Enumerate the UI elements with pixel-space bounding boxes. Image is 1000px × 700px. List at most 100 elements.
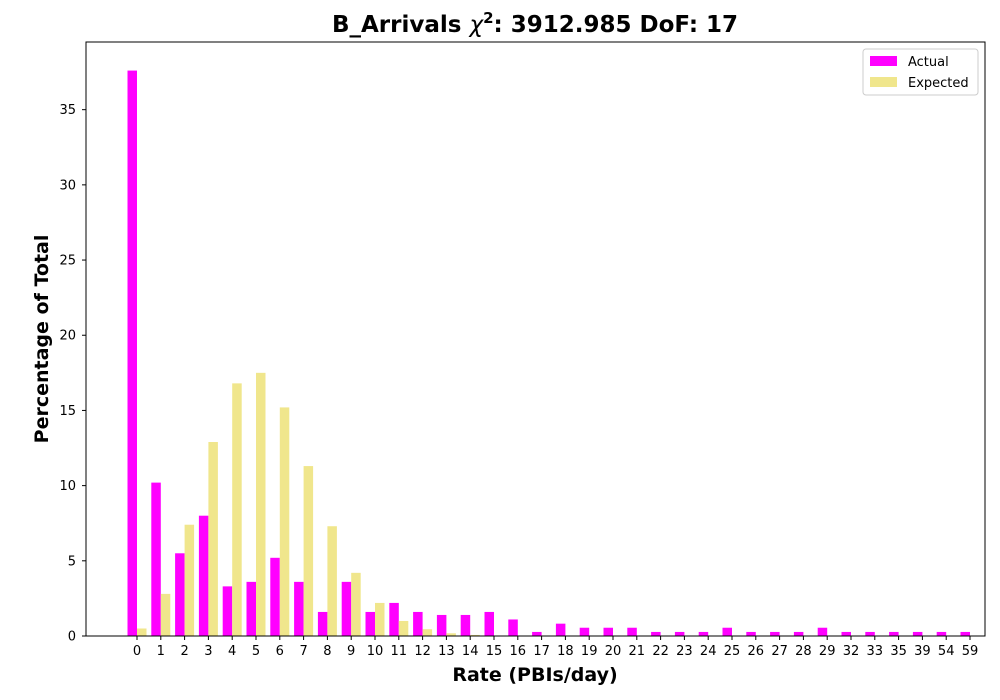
bar-actual-19 (579, 627, 590, 636)
x-tick-label: 11 (391, 644, 408, 659)
bar-expected-10 (375, 602, 385, 636)
x-tick-label: 0 (133, 644, 141, 659)
x-tick-label: 15 (486, 644, 503, 659)
x-tick-label: 13 (438, 644, 455, 659)
x-tick-label: 17 (533, 644, 550, 659)
y-tick-label: 15 (59, 404, 76, 419)
plot-frame (85, 41, 986, 637)
bar-actual-13 (436, 614, 447, 636)
y-tick-label: 30 (59, 178, 76, 193)
x-tick-label: 35 (890, 644, 907, 659)
bar-actual-18 (555, 623, 566, 636)
chart-title: B_Arrivals χ2: 3912.985 DoF: 17 (332, 9, 738, 38)
bar-expected-0 (137, 628, 147, 636)
x-tick-label: 7 (299, 644, 307, 659)
x-tick-label: 59 (962, 644, 979, 659)
x-tick-label: 27 (771, 644, 788, 659)
x-tick-label: 6 (276, 644, 284, 659)
bar-expected-11 (398, 620, 409, 636)
bar-actual-28 (793, 631, 804, 636)
x-tick-label: 24 (700, 644, 717, 659)
bar-actual-33 (865, 631, 875, 636)
bar-actual-7 (294, 581, 304, 636)
x-tick-label: 19 (581, 644, 598, 659)
bar-actual-12 (413, 611, 423, 636)
bar-expected-12 (422, 629, 433, 636)
bar-expected-3 (208, 442, 218, 636)
bar-actual-29 (817, 627, 828, 636)
y-tick-label: 25 (59, 254, 76, 269)
x-tick-label: 25 (724, 644, 741, 659)
bar-expected-1 (160, 593, 171, 636)
x-tick-label: 9 (347, 644, 355, 659)
x-tick-label: 12 (414, 644, 431, 659)
y-axis: 0 5 10 15 20 25 30 35 (59, 103, 86, 645)
bar-actual-22 (651, 631, 661, 636)
y-tick-label: 0 (68, 630, 76, 645)
x-axis-label: Rate (PBIs/day) (452, 664, 617, 686)
bar-actual-27 (770, 631, 780, 636)
bar-expected-14 (470, 634, 480, 636)
bars-group (127, 70, 970, 636)
bar-expected-7 (303, 466, 314, 636)
bar-expected-8 (327, 526, 337, 636)
bar-expected-5 (256, 372, 266, 636)
bar-actual-3 (198, 515, 209, 636)
bar-actual-0 (127, 70, 137, 636)
bar-actual-16 (508, 619, 518, 636)
bar-expected-6 (279, 407, 290, 636)
y-tick-label: 20 (59, 329, 76, 344)
bar-actual-39 (912, 631, 923, 636)
bar-expected-13 (446, 633, 456, 636)
x-tick-label: 33 (867, 644, 884, 659)
bar-actual-1 (151, 482, 161, 636)
bar-actual-11 (389, 602, 399, 636)
x-tick-label: 22 (652, 644, 669, 659)
legend-label-actual: Actual (908, 55, 949, 70)
legend-swatch-expected (870, 77, 897, 87)
x-tick-label: 16 (510, 644, 527, 659)
x-tick-label: 20 (605, 644, 622, 659)
bar-actual-21 (627, 627, 637, 636)
bar-actual-5 (246, 581, 256, 636)
bar-actual-54 (936, 631, 947, 636)
x-tick-label: 23 (676, 644, 693, 659)
x-tick-label: 39 (914, 644, 931, 659)
bar-expected-9 (351, 572, 361, 636)
y-tick-label: 10 (59, 479, 76, 494)
bar-actual-9 (341, 581, 352, 636)
bar-expected-4 (232, 383, 242, 636)
bar-actual-2 (175, 553, 185, 636)
x-tick-label: 21 (629, 644, 646, 659)
x-axis: 0 1 2 3 4 5 6 7 8 9 10 11 12 13 14 15 16 17 18 19 20 21 22 23 24… (133, 636, 978, 659)
x-tick-label: 3 (204, 644, 212, 659)
bar-expected-2 (184, 524, 195, 636)
bar-actual-32 (841, 631, 851, 636)
bar-actual-10 (365, 611, 375, 636)
x-tick-label: 10 (367, 644, 384, 659)
bar-actual-59 (960, 631, 970, 636)
x-tick-label: 4 (228, 644, 236, 659)
bar-actual-35 (889, 631, 899, 636)
bar-actual-14 (460, 614, 471, 636)
x-tick-label: 8 (323, 644, 331, 659)
legend-swatch-actual (870, 56, 897, 66)
bar-actual-4 (222, 586, 233, 636)
bar-actual-26 (746, 631, 756, 636)
bar-actual-8 (317, 611, 328, 636)
y-tick-label: 5 (68, 554, 76, 569)
bar-actual-25 (722, 627, 732, 636)
x-tick-label: 14 (462, 644, 479, 659)
y-tick-label: 35 (59, 103, 76, 118)
bar-actual-15 (484, 611, 494, 636)
bar-actual-17 (532, 631, 542, 636)
x-tick-label: 28 (795, 644, 812, 659)
y-axis-label: Percentage of Total (31, 235, 53, 444)
x-tick-label: 2 (180, 644, 188, 659)
x-tick-label: 26 (748, 644, 765, 659)
x-tick-label: 5 (252, 644, 260, 659)
bar-actual-6 (270, 557, 280, 636)
bar-actual-23 (674, 631, 685, 636)
bar-actual-20 (603, 627, 613, 636)
